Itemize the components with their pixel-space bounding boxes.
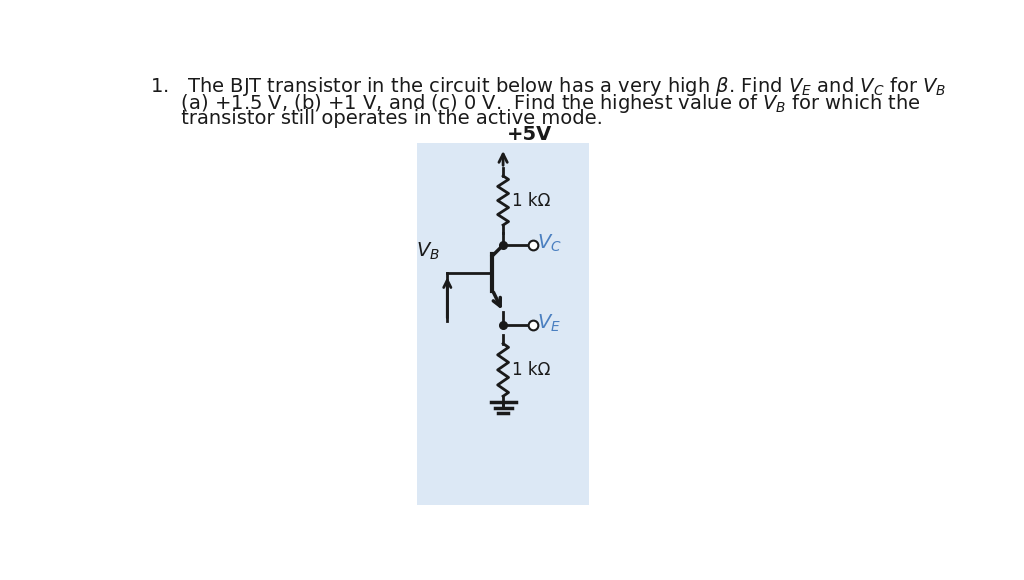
Text: transistor still operates in the active mode.: transistor still operates in the active … — [150, 109, 602, 128]
Text: 1 kΩ: 1 kΩ — [512, 361, 551, 379]
Text: (a) +1.5 V, (b) +1 V, and (c) 0 V.  Find the highest value of $V_B$ for which th: (a) +1.5 V, (b) +1 V, and (c) 0 V. Find … — [150, 92, 921, 115]
Text: $V_E$: $V_E$ — [538, 313, 561, 334]
Text: 1 kΩ: 1 kΩ — [512, 191, 551, 209]
Bar — [417, 143, 589, 505]
Text: +5V: +5V — [507, 125, 552, 143]
Text: 1.   The BJT transistor in the circuit below has a very high $\beta$. Find $V_E$: 1. The BJT transistor in the circuit bel… — [150, 75, 946, 98]
Text: $V_B$: $V_B$ — [417, 241, 440, 262]
Text: $V_C$: $V_C$ — [538, 233, 562, 254]
